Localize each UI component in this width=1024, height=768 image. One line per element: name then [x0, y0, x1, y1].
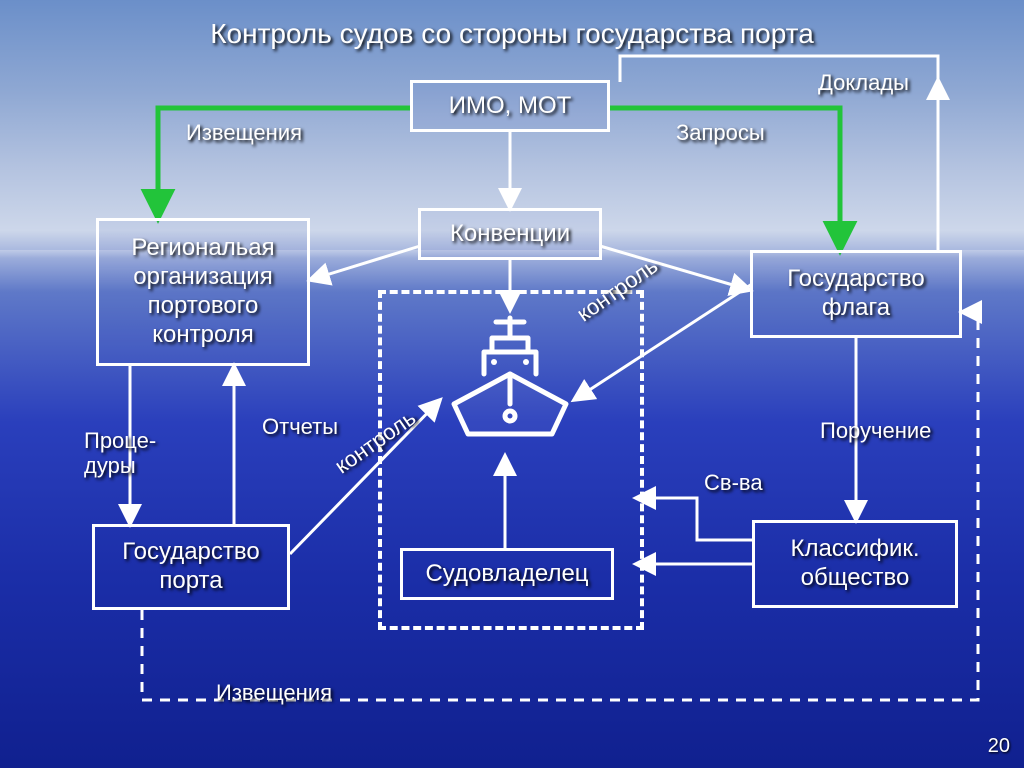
node-conv: Конвенции — [418, 208, 602, 260]
label-svva: Св-ва — [704, 470, 763, 496]
label-proced: Проце- дуры — [84, 428, 156, 479]
node-imo: ИМО, МОТ — [410, 80, 610, 132]
slide-title: Контроль судов со стороны государства по… — [0, 18, 1024, 50]
label-kontrol1: контроль — [330, 458, 423, 484]
label-kontrol2: контроль — [572, 306, 665, 332]
label-doklady: Доклады — [818, 70, 909, 96]
label-izvesch1: Извещения — [186, 120, 302, 146]
label-otchety: Отчеты — [262, 414, 338, 440]
slide-stage: Контроль судов со стороны государства по… — [0, 0, 1024, 768]
label-zaprosy: Запросы — [676, 120, 765, 146]
node-owner: Судовладелец — [400, 548, 614, 600]
node-classif: Классифик. общество — [752, 520, 958, 608]
label-izvesch2: Извещения — [216, 680, 332, 706]
page-number: 20 — [988, 735, 1010, 758]
label-poruch: Поручение — [820, 418, 931, 444]
ship-icon — [440, 308, 580, 448]
node-regional: Региональая организация портового контро… — [96, 218, 310, 366]
node-flag: Государство флага — [750, 250, 962, 338]
node-port: Государство порта — [92, 524, 290, 610]
